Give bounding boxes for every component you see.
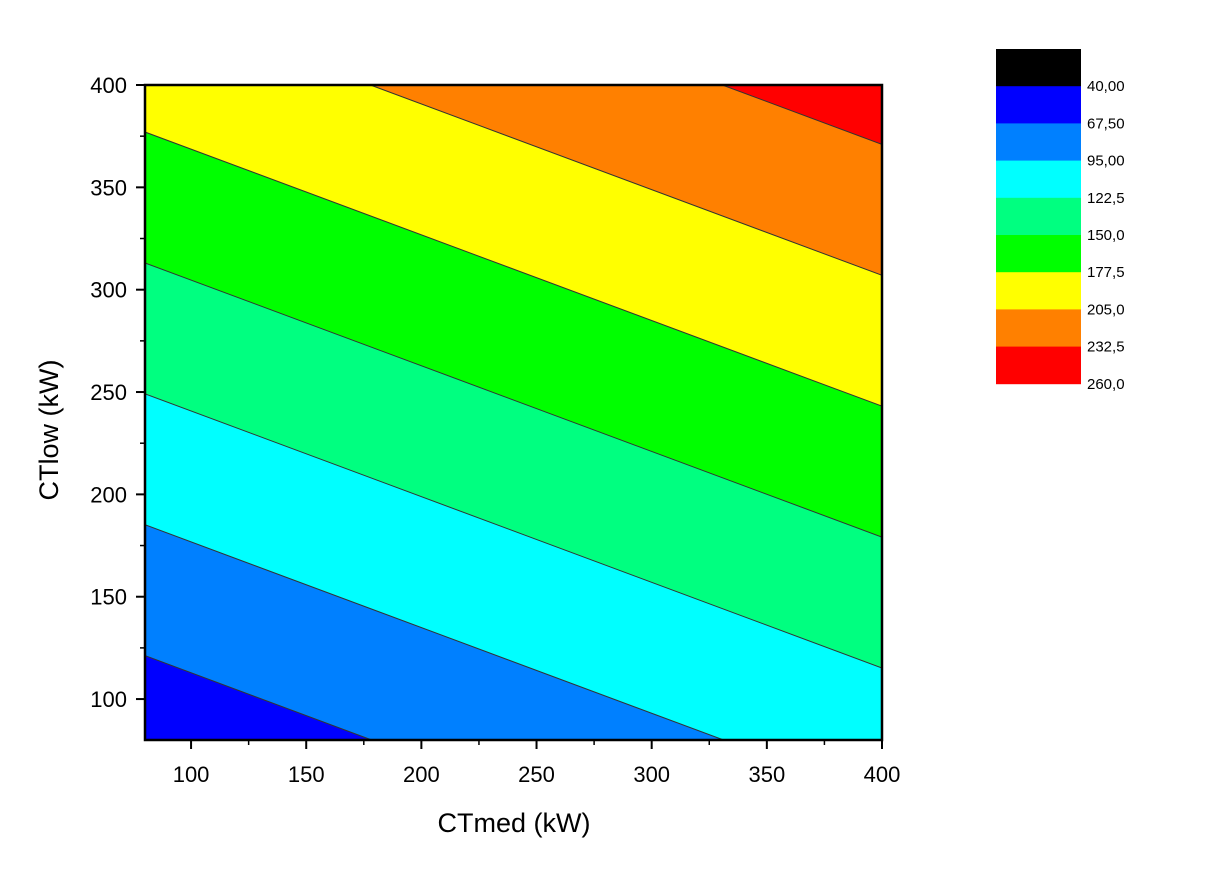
x-tick-label: 300 <box>633 762 670 787</box>
legend-swatch-6 <box>996 272 1081 310</box>
contour-line-3 <box>145 393 882 669</box>
legend-swatch-2 <box>996 123 1081 161</box>
y-tick-label: 250 <box>90 380 127 405</box>
legend: 40,00 67,50 95,00 122,5 150,0 177,5 205,0 232,5… <box>996 49 1125 393</box>
x-tick-label: 150 <box>288 762 325 787</box>
x-tick-label: 200 <box>403 762 440 787</box>
legend-swatch-3 <box>996 160 1081 199</box>
contour-line-4 <box>145 262 882 538</box>
y-tick-label: 200 <box>90 482 127 507</box>
plot-frame <box>143 83 884 742</box>
axes: 100 150 200 250 300 350 400 100 150 200 250 300 350 4… <box>90 73 900 787</box>
y-tick-label: 350 <box>90 175 127 200</box>
legend-label: 122,5 <box>1087 190 1125 207</box>
legend-label: 95,00 <box>1087 153 1125 170</box>
y-tick-label: 400 <box>90 73 127 98</box>
contour-line-2 <box>145 524 724 740</box>
x-tick-label: 350 <box>748 762 785 787</box>
y-tick-label: 300 <box>90 278 127 303</box>
y-axis-title: CTlow (kW) <box>34 360 64 501</box>
y-tick-label: 100 <box>90 687 127 712</box>
legend-label: 150,0 <box>1087 227 1125 244</box>
legend-swatch-4 <box>996 197 1081 236</box>
legend-swatch-8 <box>996 346 1081 385</box>
contour-line-6 <box>370 85 882 276</box>
contour-bands <box>145 85 882 740</box>
contour-line-5 <box>145 131 882 407</box>
contour-line-7 <box>722 85 882 145</box>
x-tick-label: 400 <box>864 762 901 787</box>
y-tick-label: 150 <box>90 585 127 610</box>
x-tick-label: 100 <box>173 762 210 787</box>
legend-label: 260,0 <box>1087 376 1125 393</box>
contour-lines <box>145 85 882 740</box>
legend-label: 40,00 <box>1087 78 1125 95</box>
x-axis-title: CTmed (kW) <box>438 808 591 838</box>
legend-label: 177,5 <box>1087 264 1125 281</box>
legend-swatch-0 <box>996 49 1081 87</box>
legend-label: 232,5 <box>1087 339 1125 356</box>
legend-label: 205,0 <box>1087 301 1125 318</box>
legend-swatch-5 <box>996 235 1081 273</box>
x-tick-label: 250 <box>518 762 555 787</box>
contour-line-1 <box>145 655 372 740</box>
legend-label: 67,50 <box>1087 115 1125 132</box>
legend-swatch-7 <box>996 309 1081 347</box>
legend-swatch-1 <box>996 86 1081 124</box>
